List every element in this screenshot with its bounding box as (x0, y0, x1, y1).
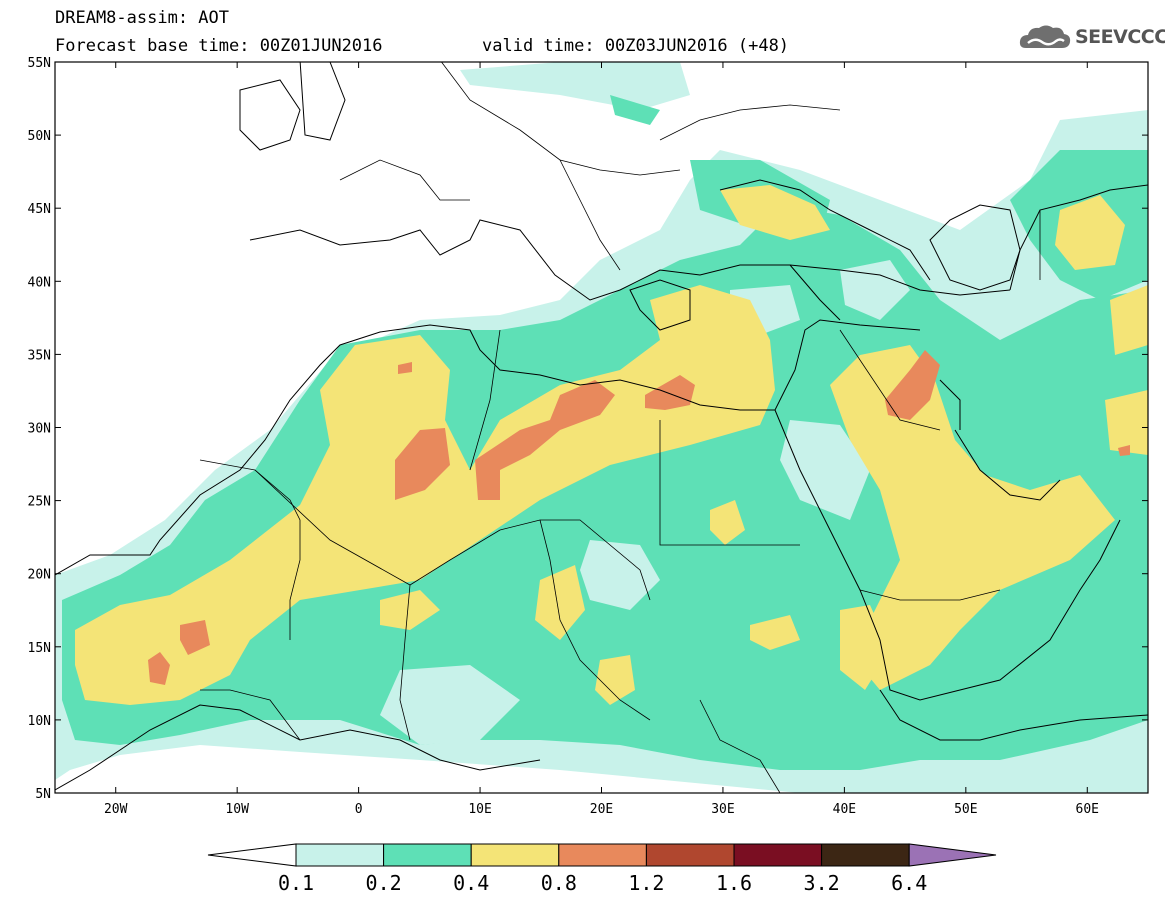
colorbar-label: 1.2 (628, 871, 665, 895)
title-line-1: DREAM8-assim: AOT (55, 8, 229, 28)
lat-label: 10N (28, 714, 51, 729)
colorbar-box (645, 843, 735, 867)
lat-label: 25N (28, 495, 51, 510)
logo-text: SEEVCCC (1075, 26, 1165, 48)
lon-label: 50E (954, 802, 977, 817)
colorbar-box (733, 843, 823, 867)
colorbar-box (295, 843, 385, 867)
colorbar-label: 1.6 (715, 871, 753, 895)
lat-label: 15N (28, 641, 51, 656)
lon-label: 0 (355, 802, 363, 817)
lon-ticks: 20W 10W 0 10E 20E 30E 40E 50E 60E (104, 62, 1099, 817)
lon-label: 20E (590, 802, 613, 817)
colorbar-box (821, 843, 910, 867)
colorbar-label: 0.2 (365, 871, 402, 895)
lat-label: 5N (35, 787, 51, 802)
colorbar-label: 3.2 (803, 871, 840, 895)
lon-label: 60E (1076, 802, 1099, 817)
lat-label: 55N (28, 56, 51, 71)
title-line-2: Forecast base time: 00Z01JUN2016 (55, 36, 383, 56)
colorbar-box (558, 843, 647, 867)
lat-label: 40N (28, 275, 51, 290)
cloud-icon (1019, 25, 1071, 48)
seevccc-logo: SEEVCCC (1018, 22, 1165, 52)
colorbar-label: 0.8 (540, 871, 577, 895)
lat-label: 30N (28, 422, 51, 437)
colorbar (207, 843, 997, 867)
lat-label: 50N (28, 129, 51, 144)
lon-label: 10W (225, 802, 249, 817)
colorbar-box (470, 843, 560, 867)
aot-contour-0-8 (148, 350, 1130, 685)
colorbar-label: 0.1 (277, 871, 315, 895)
lat-label: 35N (28, 348, 51, 363)
colorbar-max-arrow (908, 843, 997, 867)
colorbar-label: 6.4 (891, 871, 928, 895)
country-borders (199, 62, 1041, 793)
colorbar-min-arrow (207, 843, 297, 867)
lat-ticks: 55N 50N 45N 40N 35N 30N 25N 20N 15N 10N 5N (28, 56, 1148, 802)
lon-label: 20W (104, 802, 128, 817)
lat-label: 20N (28, 568, 51, 583)
lat-label: 45N (28, 202, 51, 217)
lon-label: 10E (468, 802, 491, 817)
lon-label: 40E (833, 802, 856, 817)
colorbar-label: 0.4 (453, 871, 490, 895)
valid-time: valid time: 00Z03JUN2016 (+48) (482, 36, 790, 56)
lon-label: 30E (711, 802, 734, 817)
colorbar-box (383, 843, 472, 867)
